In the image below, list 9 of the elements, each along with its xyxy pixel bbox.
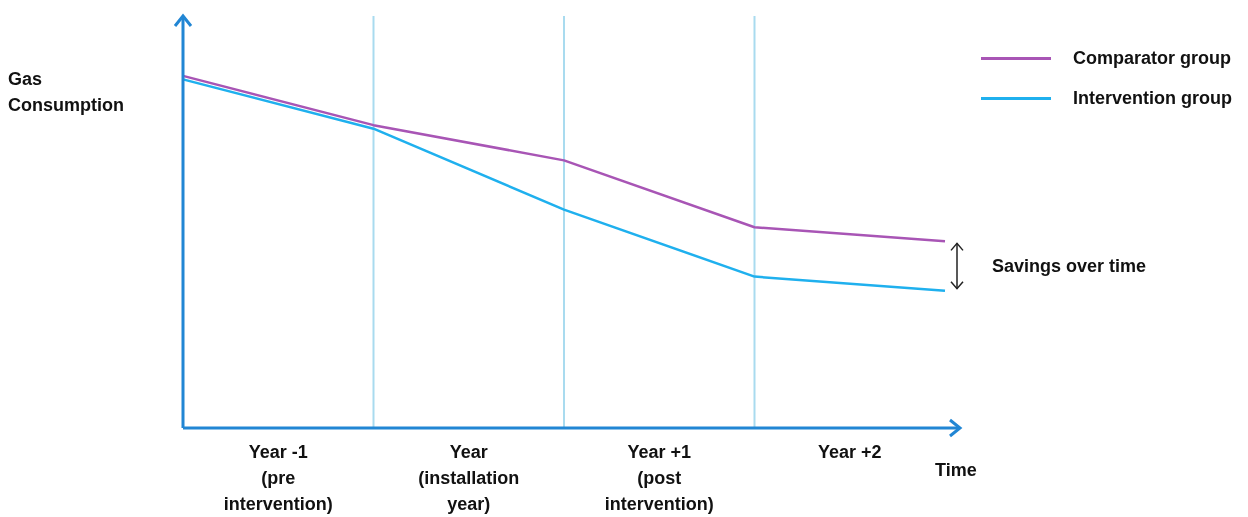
- x-axis-title: Time: [935, 460, 977, 480]
- x-tick-label: Year -1 (pre intervention): [223, 442, 333, 514]
- x-tick-label: Year (installation year): [418, 442, 520, 514]
- legend-label: Comparator group: [1073, 47, 1232, 69]
- y-axis-title: Gas Consumption: [8, 68, 125, 117]
- x-tick-label: Year +2: [817, 442, 882, 462]
- legend-label: Intervention group: [1073, 87, 1232, 109]
- text: Savings over time: [992, 256, 1147, 277]
- x-tick-label: Year +1 (post intervention): [604, 442, 714, 514]
